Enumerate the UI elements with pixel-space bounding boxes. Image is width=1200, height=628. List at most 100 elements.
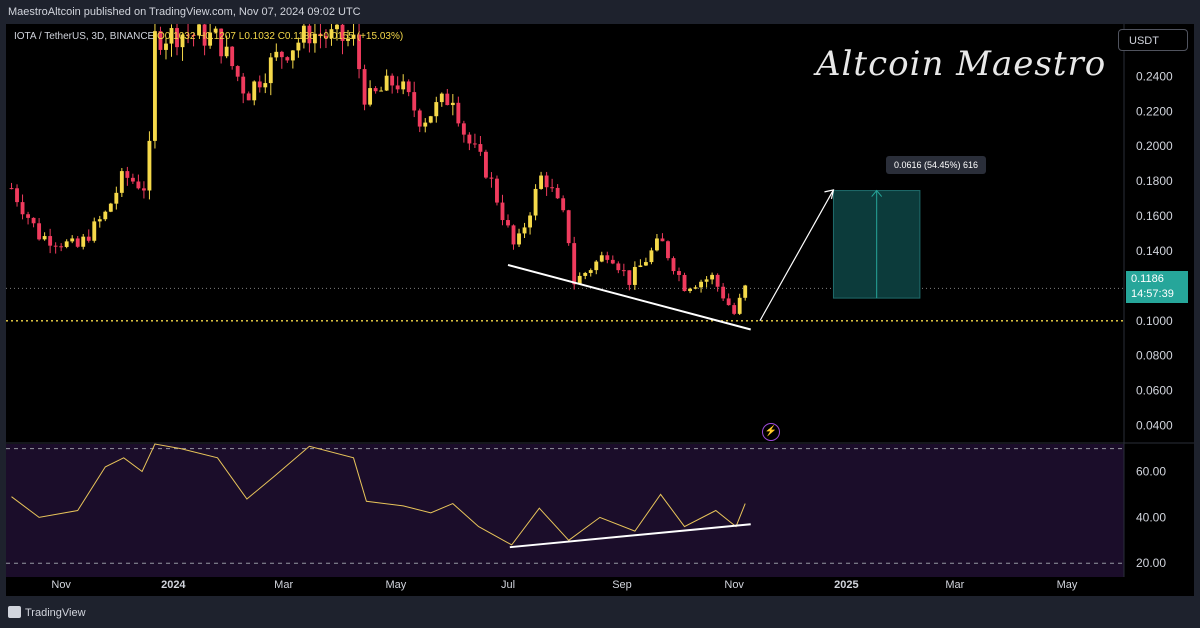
candle-body [119, 171, 124, 193]
candle-body [340, 24, 345, 41]
candle-body [495, 178, 499, 203]
candle-body [555, 187, 560, 199]
candle-body [533, 188, 538, 216]
candle-body [274, 51, 279, 58]
candle-body [180, 34, 185, 48]
candle-body [423, 122, 428, 127]
candle-body [688, 288, 692, 292]
candle-body [75, 238, 80, 247]
candle-body [235, 66, 240, 77]
candle-body [312, 33, 317, 44]
candle-body [660, 238, 665, 242]
candle-body [346, 38, 350, 41]
candle-body [257, 81, 262, 88]
candle-body [632, 266, 637, 285]
current-price-value: 0.1186 [1131, 273, 1164, 285]
candle-body [335, 24, 339, 30]
low-value: L0.1032 [238, 31, 275, 42]
price-axis-tick: 0.2400 [1136, 69, 1173, 83]
symbol-name[interactable]: IOTA / TetherUS, 3D, BINANCE [14, 31, 155, 42]
rsi-layer [11, 443, 746, 546]
candle-body [461, 123, 466, 135]
candle-body [213, 28, 218, 33]
candle-body [136, 181, 141, 189]
rsi-panel-background [6, 444, 1124, 577]
candle-body [583, 272, 588, 276]
chart-svg[interactable]: 0.2400 0.2200 0.2000 0.1800 0.1600 0.1400 0.10… [6, 20, 1194, 596]
price-axis-tick: 0.0400 [1136, 419, 1173, 433]
candle-body [279, 51, 284, 58]
currency-button[interactable]: USDT [1118, 29, 1188, 51]
chart-area[interactable]: 0.2400 0.2200 0.2000 0.1800 0.1600 0.1400 0.10… [6, 20, 1194, 596]
lightning-icon[interactable]: ⚡ [762, 423, 780, 441]
candle-body [268, 57, 273, 84]
candle-body [638, 265, 643, 267]
time-axis-tick: Mar [945, 579, 964, 591]
high-value: H0.1207 [198, 31, 236, 42]
change-value: +0.0155 (+15.03%) [317, 31, 404, 42]
bar-countdown: 14:57:39 [1131, 288, 1174, 300]
candle-body [42, 236, 47, 240]
price-axis-tick: 0.1000 [1136, 314, 1173, 328]
candle-body [379, 90, 384, 92]
price-support-trendline [507, 263, 751, 331]
candle-body [511, 225, 516, 245]
candle-body [26, 214, 30, 218]
author-watermark: Altcoin Maestro [816, 44, 1107, 84]
time-axis-tick: Nov [51, 579, 71, 591]
candle-body [141, 188, 146, 191]
publisher-info: MaestroAltcoin published on TradingView.… [8, 6, 361, 18]
candle-body [362, 69, 367, 105]
time-axis-tick: Mar [274, 579, 293, 591]
candle-body [384, 75, 389, 91]
candle-body [704, 279, 709, 282]
candle-body [406, 81, 411, 93]
grid-layer [6, 287, 1124, 564]
candle-body [48, 236, 53, 246]
candle-body [544, 175, 549, 188]
candle-body [605, 255, 610, 260]
symbol-legend[interactable]: IOTA / TetherUS, 3D, BINANCE O0.1032 H0.… [14, 31, 403, 42]
candle-body [693, 287, 698, 289]
candle-body [561, 198, 566, 211]
candle-body [318, 33, 323, 37]
candle-body [164, 43, 168, 50]
rsi-support-trendline [509, 523, 751, 549]
candle-body [285, 57, 290, 61]
price-axis-tick: 0.0800 [1136, 349, 1173, 363]
candle-body [412, 92, 417, 111]
candle-body [357, 34, 361, 70]
candle-body [528, 215, 532, 228]
candle-body [726, 298, 731, 306]
candle-body [241, 76, 246, 94]
candle-body [246, 93, 251, 101]
candle-body [500, 202, 505, 221]
candle-body [588, 270, 593, 273]
candle-body [219, 28, 224, 57]
candle-body [169, 28, 174, 44]
candle-body [445, 93, 450, 106]
candle-body [9, 188, 14, 190]
candle-body [202, 24, 207, 46]
rsi-axis-tick: 40.00 [1136, 510, 1166, 524]
candle-body [296, 42, 301, 51]
breakout-arrow-line [759, 189, 834, 322]
candle-body [517, 233, 521, 245]
candle-body [737, 297, 742, 314]
tradingview-logo[interactable]: TradingView [8, 606, 86, 619]
candle-body [539, 175, 544, 189]
candle-body [489, 177, 494, 179]
candle-body [329, 29, 334, 39]
candle-body [643, 262, 648, 266]
candle-body [324, 36, 328, 39]
candle-body [53, 245, 58, 247]
candle-body [450, 102, 455, 106]
candle-body [147, 140, 152, 191]
candle-body [64, 241, 69, 247]
candle-body [158, 31, 163, 50]
candle-body [81, 236, 86, 247]
candle-body [682, 274, 687, 292]
candle-body [37, 223, 42, 240]
time-axis-tick: 2024 [161, 579, 186, 591]
candle-body [743, 285, 748, 298]
